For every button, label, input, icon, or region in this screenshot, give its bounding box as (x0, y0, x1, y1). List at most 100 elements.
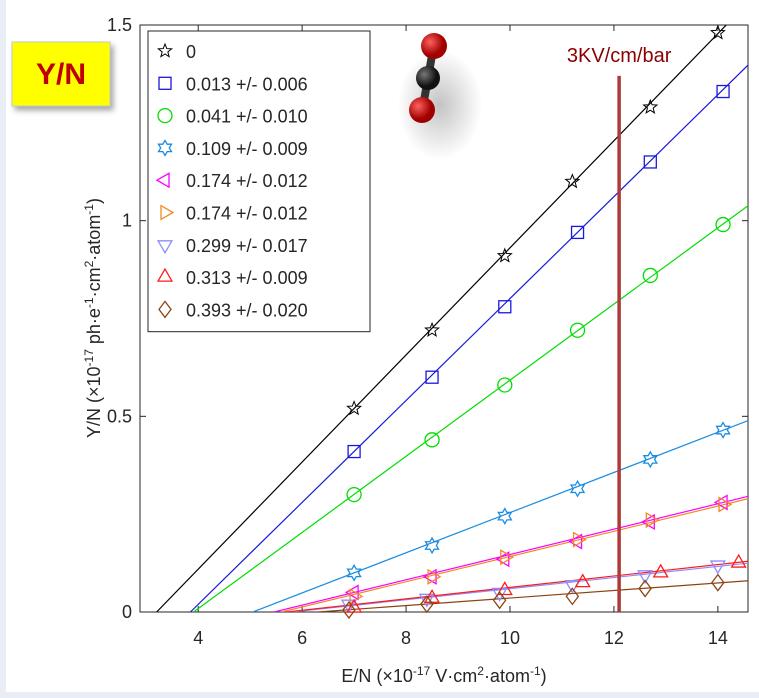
marker (425, 370, 439, 384)
legend-label: 0.174 +/- 0.012 (186, 171, 308, 191)
marker (638, 579, 652, 598)
legend-marker (157, 42, 173, 58)
fit-line (273, 495, 748, 612)
legend-marker (155, 172, 170, 189)
marker (652, 563, 669, 578)
label-superscript: -1 (530, 664, 541, 678)
marker (572, 531, 587, 548)
legend-label: 0.041 +/- 0.010 (186, 107, 308, 127)
legend-label: 0 (186, 42, 196, 62)
marker (642, 267, 658, 284)
legend-label: 0.013 +/- 0.006 (186, 74, 308, 94)
marker (715, 421, 731, 439)
fit-line (317, 580, 748, 612)
badge-box (11, 41, 111, 107)
label-part: V·cm (430, 666, 477, 686)
legend-marker (158, 76, 172, 90)
annotation-text: 3KV/cm/bar (567, 45, 672, 67)
legend-label: 0.174 +/- 0.012 (186, 204, 308, 224)
marker (424, 536, 440, 555)
marker (730, 553, 747, 568)
legend-marker (157, 107, 173, 124)
marker (642, 450, 658, 469)
marker (427, 568, 442, 585)
legend-marker (160, 204, 175, 221)
label-part: ph·e (84, 308, 104, 349)
fit-line (291, 562, 748, 612)
marker (424, 321, 441, 338)
legend-label: 0.393 +/- 0.020 (186, 300, 308, 320)
legend-marker (158, 300, 172, 319)
label-superscript: -1 (82, 297, 96, 308)
y-tick-label: 1 (122, 211, 132, 231)
marker (637, 570, 654, 585)
molecule-icon (398, 33, 482, 160)
marker (422, 568, 437, 585)
y-tick-label: 0.5 (107, 406, 132, 426)
marker (497, 507, 513, 525)
marker (711, 573, 725, 592)
marker (424, 432, 440, 448)
label-part: Y/N (×10 (84, 366, 104, 438)
label-superscript: 2 (477, 664, 484, 678)
label-part: E/N (×10 (341, 666, 413, 686)
plot-area (156, 25, 748, 612)
marker (716, 84, 730, 99)
marker (709, 560, 726, 575)
x-tick-label: 4 (193, 628, 203, 648)
y-tick-label: 1.5 (107, 15, 132, 35)
label-part: ) (541, 666, 547, 686)
legend-label: 0.313 +/- 0.009 (186, 268, 308, 288)
marker (569, 322, 586, 338)
marker (642, 98, 659, 114)
marker (347, 444, 361, 459)
marker (346, 486, 362, 503)
y-axis-label: Y/N (×10-17 ph·e-1·cm2·atom-1) (82, 198, 104, 438)
legend-box (147, 30, 371, 333)
marker (500, 549, 515, 566)
x-tick-label: 10 (500, 628, 520, 648)
legend-label: 0.299 +/- 0.017 (186, 236, 308, 256)
marker (570, 225, 585, 240)
marker (346, 400, 363, 416)
marker (564, 173, 581, 189)
fit-line (286, 560, 748, 612)
marker (496, 247, 513, 263)
x-tick-label: 14 (708, 628, 728, 648)
label-superscript: -17 (82, 349, 96, 367)
marker (342, 600, 356, 620)
marker (715, 216, 731, 233)
marker (498, 300, 512, 314)
marker (420, 595, 434, 614)
marker (645, 511, 660, 529)
marker (496, 581, 513, 596)
legend-marker (157, 139, 173, 157)
x-tick-label: 8 (401, 628, 411, 648)
legend-label: 0.109 +/- 0.009 (186, 139, 308, 159)
marker (344, 584, 359, 601)
legend-marker (156, 240, 174, 255)
badge-text: Y/N (36, 58, 86, 91)
label-superscript: 2 (82, 260, 96, 267)
fit-line (156, 25, 728, 612)
marker (492, 591, 507, 610)
marker (346, 564, 362, 582)
x-tick-label: 12 (604, 628, 624, 648)
marker (643, 155, 657, 169)
marker (718, 496, 733, 513)
marker (709, 24, 726, 40)
marker (569, 479, 586, 498)
label-part: ·atom (84, 215, 104, 261)
marker (565, 587, 580, 606)
label-superscript: -17 (413, 664, 431, 678)
fit-line (281, 498, 748, 612)
y-tick-label: 0 (122, 602, 132, 622)
label-part: ·atom (484, 666, 530, 686)
marker (574, 573, 591, 588)
label-superscript: -1 (82, 204, 96, 215)
marker (497, 377, 513, 393)
legend-marker (156, 267, 174, 282)
x-axis-label: E/N (×10-17 V·cm2·atom-1) (341, 664, 546, 686)
